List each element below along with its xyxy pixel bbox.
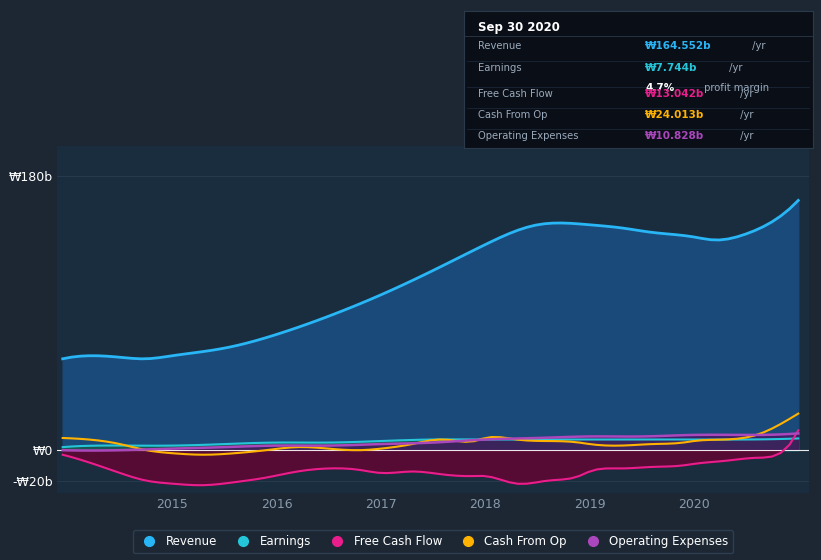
- Text: /yr: /yr: [726, 63, 742, 73]
- Text: ₩10.828b: ₩10.828b: [645, 130, 704, 141]
- Legend: Revenue, Earnings, Free Cash Flow, Cash From Op, Operating Expenses: Revenue, Earnings, Free Cash Flow, Cash …: [133, 530, 733, 553]
- Text: ₩24.013b: ₩24.013b: [645, 110, 704, 120]
- Text: ₩13.042b: ₩13.042b: [645, 90, 704, 100]
- Text: ₩7.744b: ₩7.744b: [645, 63, 698, 73]
- Text: ₩164.552b: ₩164.552b: [645, 41, 712, 52]
- Text: Free Cash Flow: Free Cash Flow: [478, 90, 553, 100]
- Text: /yr: /yr: [737, 110, 754, 120]
- Text: /yr: /yr: [749, 41, 765, 52]
- Text: /yr: /yr: [737, 90, 754, 100]
- Text: Cash From Op: Cash From Op: [478, 110, 548, 120]
- Text: profit margin: profit margin: [701, 82, 769, 92]
- Text: Revenue: Revenue: [478, 41, 521, 52]
- Text: /yr: /yr: [737, 130, 754, 141]
- Text: Earnings: Earnings: [478, 63, 521, 73]
- Text: Operating Expenses: Operating Expenses: [478, 130, 578, 141]
- Text: 4.7%: 4.7%: [645, 82, 675, 92]
- Text: Sep 30 2020: Sep 30 2020: [478, 21, 560, 34]
